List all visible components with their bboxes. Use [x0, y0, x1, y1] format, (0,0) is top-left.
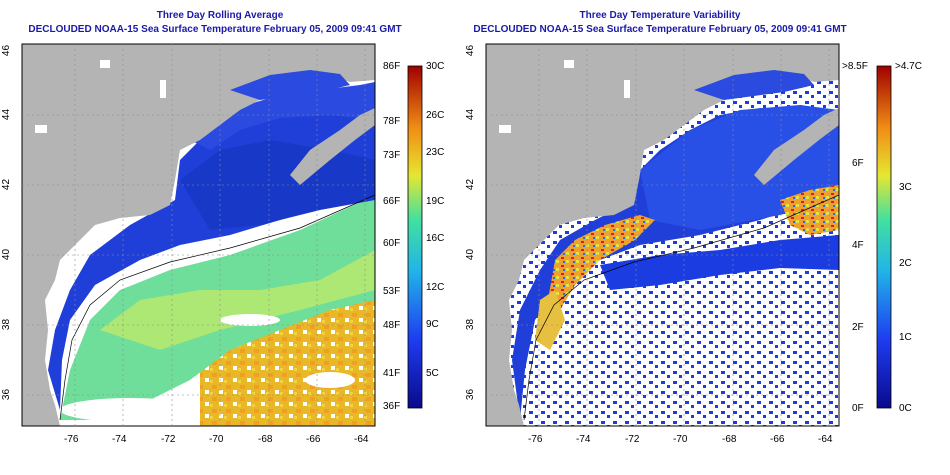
left-cb-f-label: 73F: [383, 150, 401, 161]
left-map-frame: [21, 43, 376, 427]
left-y-tick: 40: [1, 248, 13, 261]
left-x-tick: -68: [258, 434, 273, 445]
right-y-tick: 42: [465, 178, 477, 191]
right-gridlines: [486, 44, 839, 426]
right-x-tick: -70: [673, 434, 688, 445]
right-land-mass: [486, 44, 839, 426]
left-y-tick: 36: [1, 388, 13, 401]
left-cb-f-label: 86F: [383, 61, 401, 72]
left-x-tick: -74: [112, 434, 127, 445]
left-cb-f-label: 41F: [383, 368, 401, 379]
right-y-tick: 38: [465, 318, 477, 331]
left-y-tick: 38: [1, 318, 13, 331]
left-cb-f-label: 36F: [383, 401, 401, 412]
left-cb-c-label: 5C: [426, 368, 439, 379]
left-cb-c-label: 16C: [426, 233, 445, 244]
right-cb-f-label: 0F: [852, 403, 864, 414]
right-cb-c-label: 0C: [899, 403, 912, 414]
left-subtitle: DECLOUDED NOAA-15 Sea Surface Temperatur…: [28, 24, 402, 35]
right-x-tick: -76: [528, 434, 543, 445]
right-x-tick: -74: [576, 434, 591, 445]
left-cb-c-label: 9C: [426, 319, 439, 330]
left-cb-f-label: 66F: [383, 196, 401, 207]
right-cb-c-label: 2C: [899, 258, 912, 269]
left-cb-c-label: 30C: [426, 61, 445, 72]
left-x-tick: -70: [209, 434, 224, 445]
right-cb-f-label: 4F: [852, 240, 864, 251]
right-map: [486, 44, 839, 426]
left-cb-f-label: 60F: [383, 238, 401, 249]
right-cb-c-label: 1C: [899, 332, 912, 343]
right-x-tick: -72: [625, 434, 640, 445]
right-y-tick: 44: [465, 108, 477, 121]
left-y-tick: 46: [1, 44, 13, 57]
high-variability-region: [548, 215, 655, 310]
right-cb-c-label: >4.7C: [895, 61, 922, 72]
left-cb-f-label: 53F: [383, 286, 401, 297]
left-map: [22, 44, 375, 426]
left-y-tick: 42: [1, 178, 13, 191]
right-subtitle: DECLOUDED NOAA-15 Sea Surface Temperatur…: [473, 24, 847, 35]
right-x-tick: -66: [770, 434, 785, 445]
left-gridlines: [22, 44, 375, 426]
right-cb-f-label: >8.5F: [842, 61, 868, 72]
left-cb-c-label: 26C: [426, 110, 445, 121]
left-y-tick: 44: [1, 108, 13, 121]
right-map-frame: [485, 43, 840, 427]
right-y-tick: 40: [465, 248, 477, 261]
left-cb-c-label: 12C: [426, 282, 445, 293]
left-title: Three Day Rolling Average: [156, 10, 284, 21]
left-colorbar: [407, 65, 423, 409]
right-cb-f-label: 6F: [852, 158, 864, 169]
right-colorbar: [876, 65, 892, 409]
left-x-tick: -76: [64, 434, 79, 445]
right-y-tick: 46: [465, 44, 477, 57]
left-x-tick: -66: [306, 434, 321, 445]
right-y-tick: 36: [465, 388, 477, 401]
right-title: Three Day Temperature Variability: [579, 10, 741, 21]
left-x-tick: -72: [161, 434, 176, 445]
land-mass: [22, 44, 375, 426]
right-x-tick: -68: [722, 434, 737, 445]
right-cb-c-label: 3C: [899, 182, 912, 193]
left-cb-f-label: 48F: [383, 320, 401, 331]
right-cb-f-label: 2F: [852, 322, 864, 333]
left-x-tick: -64: [354, 434, 369, 445]
right-x-tick: -64: [818, 434, 833, 445]
left-cb-c-label: 23C: [426, 147, 445, 158]
left-cb-c-label: 19C: [426, 196, 445, 207]
left-cb-f-label: 78F: [383, 116, 401, 127]
